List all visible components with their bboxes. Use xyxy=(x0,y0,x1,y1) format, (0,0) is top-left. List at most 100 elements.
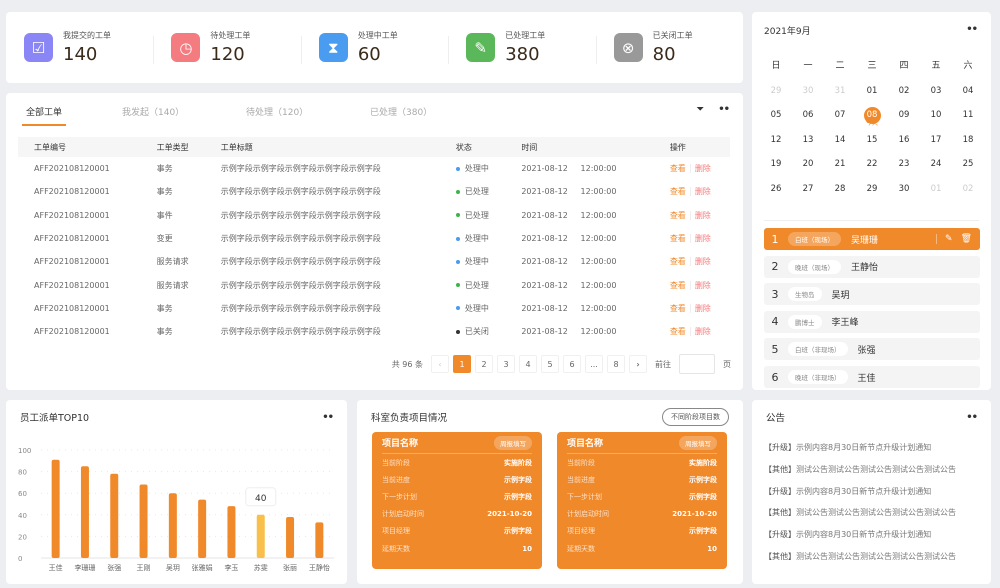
bar[interactable] xyxy=(80,466,89,558)
calendar-day[interactable]: 28 xyxy=(834,183,846,194)
calendar-day[interactable]: 14 xyxy=(834,134,846,145)
delete-link[interactable]: 删除 xyxy=(689,257,711,267)
more-icon[interactable]: •• xyxy=(322,412,334,423)
calendar-day[interactable]: 02 xyxy=(962,183,974,194)
bar[interactable] xyxy=(110,473,119,558)
calendar-day[interactable]: 22 xyxy=(866,159,878,169)
page-button[interactable]: ... xyxy=(585,355,603,373)
view-link[interactable]: 查看 xyxy=(669,303,686,313)
bar[interactable] xyxy=(256,514,265,558)
calendar-day[interactable]: 13 xyxy=(802,134,814,145)
page-button[interactable]: 5 xyxy=(541,355,559,373)
calendar-day[interactable]: 07 xyxy=(834,110,846,120)
tab-0[interactable]: 全部工单 xyxy=(18,103,118,126)
calendar-day[interactable]: 30 xyxy=(802,85,814,96)
calendar-day[interactable]: 23 xyxy=(898,159,910,169)
page-button[interactable]: 4 xyxy=(519,355,537,373)
bar[interactable] xyxy=(315,522,324,558)
calendar-day[interactable]: 27 xyxy=(802,183,814,194)
calendar-day[interactable]: 17 xyxy=(930,134,942,145)
calendar-day[interactable]: 12 xyxy=(770,134,782,145)
weekly-report-button[interactable]: 周报填写 xyxy=(679,435,717,450)
duty-item[interactable]: 6 晚班（非现场） 王佳 xyxy=(764,366,980,388)
calendar-day[interactable]: 29 xyxy=(770,85,782,96)
notice-item[interactable]: 【其他】测试公告测试公告测试公告测试公告测试公告 xyxy=(764,464,956,486)
calendar-day[interactable]: 01 xyxy=(930,183,942,194)
more-icon[interactable]: •• xyxy=(966,412,978,423)
weekly-report-button[interactable]: 周报填写 xyxy=(494,435,532,450)
bar[interactable] xyxy=(286,516,295,558)
calendar-day[interactable]: 30 xyxy=(898,183,910,194)
notice-item[interactable]: 【其他】测试公告测试公告测试公告测试公告测试公告 xyxy=(764,507,956,529)
duty-item[interactable]: 4 鹏博士 李王峰 xyxy=(764,310,980,333)
edit-icon[interactable]: ✎ xyxy=(945,234,953,244)
view-link[interactable]: 查看 xyxy=(669,257,686,267)
more-icon[interactable]: •• xyxy=(718,104,730,115)
delete-link[interactable]: 删除 xyxy=(689,303,711,313)
stat-item[interactable]: ◷ 待处理工单 120 xyxy=(153,30,300,65)
stat-item[interactable]: ✎ 已处理工单 380 xyxy=(448,30,595,65)
bar[interactable] xyxy=(198,499,207,558)
more-icon[interactable]: •• xyxy=(966,24,978,35)
notice-item[interactable]: 【升级】示例内容8月30日新节点升级计划通知 xyxy=(764,486,956,508)
prev-page-button[interactable]: ‹ xyxy=(431,355,449,373)
view-link[interactable]: 查看 xyxy=(669,164,686,174)
delete-link[interactable]: 删除 xyxy=(689,187,711,197)
calendar-day[interactable]: 03 xyxy=(930,85,942,96)
filter-icon[interactable]: ⏷ xyxy=(696,104,705,115)
goto-page-input[interactable] xyxy=(679,354,715,374)
trash-icon[interactable]: 🗑 xyxy=(960,234,972,244)
calendar-day[interactable]: 06 xyxy=(802,110,814,120)
delete-link[interactable]: 删除 xyxy=(689,164,711,174)
page-button[interactable]: 1 xyxy=(453,355,471,373)
calendar-day[interactable]: 04 xyxy=(962,85,974,96)
calendar-day[interactable]: 16 xyxy=(898,134,910,145)
calendar-day[interactable]: 15 xyxy=(866,134,878,145)
bar[interactable] xyxy=(227,506,236,558)
calendar-day[interactable]: 25 xyxy=(962,159,974,169)
calendar-day[interactable]: 21 xyxy=(834,159,846,169)
view-link[interactable]: 查看 xyxy=(669,234,686,244)
tab-2[interactable]: 待处理（120） xyxy=(242,103,366,126)
view-link[interactable]: 查看 xyxy=(669,187,686,197)
calendar-day[interactable]: 09 xyxy=(898,110,910,120)
view-link[interactable]: 查看 xyxy=(669,210,686,220)
calendar-day[interactable]: 26 xyxy=(770,183,782,194)
duty-item[interactable]: 1 白班（现场） 吴珊珊 ✎ 🗑 xyxy=(764,228,980,250)
page-button[interactable]: 3 xyxy=(497,355,515,373)
bar[interactable] xyxy=(51,459,60,558)
calendar-day[interactable]: 31 xyxy=(834,85,846,96)
calendar-day[interactable]: 19 xyxy=(770,159,782,169)
delete-link[interactable]: 删除 xyxy=(689,234,711,244)
page-button[interactable]: 8 xyxy=(607,355,625,373)
calendar-day[interactable]: 18 xyxy=(962,134,974,145)
calendar-day[interactable]: 05 xyxy=(770,110,782,120)
notice-item[interactable]: 【升级】示例内容8月30日新节点升级计划通知 xyxy=(764,529,956,551)
calendar-day[interactable]: 01 xyxy=(866,85,878,96)
view-link[interactable]: 查看 xyxy=(669,280,686,290)
calendar-day[interactable]: 10 xyxy=(930,110,942,120)
calendar-day[interactable]: 20 xyxy=(802,159,814,169)
delete-link[interactable]: 删除 xyxy=(689,280,711,290)
notice-item[interactable]: 【升级】示例内容8月30日新节点升级计划通知 xyxy=(764,442,956,464)
stat-item[interactable]: ☑ 我提交的工单 140 xyxy=(6,30,153,65)
calendar-day[interactable]: 02 xyxy=(898,85,910,96)
page-button[interactable]: 2 xyxy=(475,355,493,373)
notice-item[interactable]: 【其他】测试公告测试公告测试公告测试公告测试公告 xyxy=(764,551,956,573)
calendar-day-today[interactable]: 08 今天 xyxy=(856,103,888,128)
duty-item[interactable]: 5 白班（非现场） 张强 xyxy=(764,338,980,361)
duty-item[interactable]: 3 生物岛 吴玥 xyxy=(764,283,980,306)
calendar-day[interactable]: 29 xyxy=(866,183,878,194)
stat-item[interactable]: ⧗ 处理中工单 60 xyxy=(300,30,448,65)
bar[interactable] xyxy=(139,484,148,558)
view-link[interactable]: 查看 xyxy=(669,327,686,337)
stage-count-button[interactable]: 不同阶段项目数 xyxy=(662,408,729,426)
page-button[interactable]: 6 xyxy=(563,355,581,373)
stat-item[interactable]: ⊗ 已关闭工单 80 xyxy=(595,30,743,65)
bar[interactable] xyxy=(168,493,177,558)
delete-link[interactable]: 删除 xyxy=(689,210,711,220)
delete-link[interactable]: 删除 xyxy=(689,327,711,337)
duty-item[interactable]: 2 晚班（现场） 王静怡 xyxy=(764,255,980,278)
next-page-button[interactable]: › xyxy=(629,355,647,373)
calendar-day[interactable]: 24 xyxy=(930,159,942,169)
